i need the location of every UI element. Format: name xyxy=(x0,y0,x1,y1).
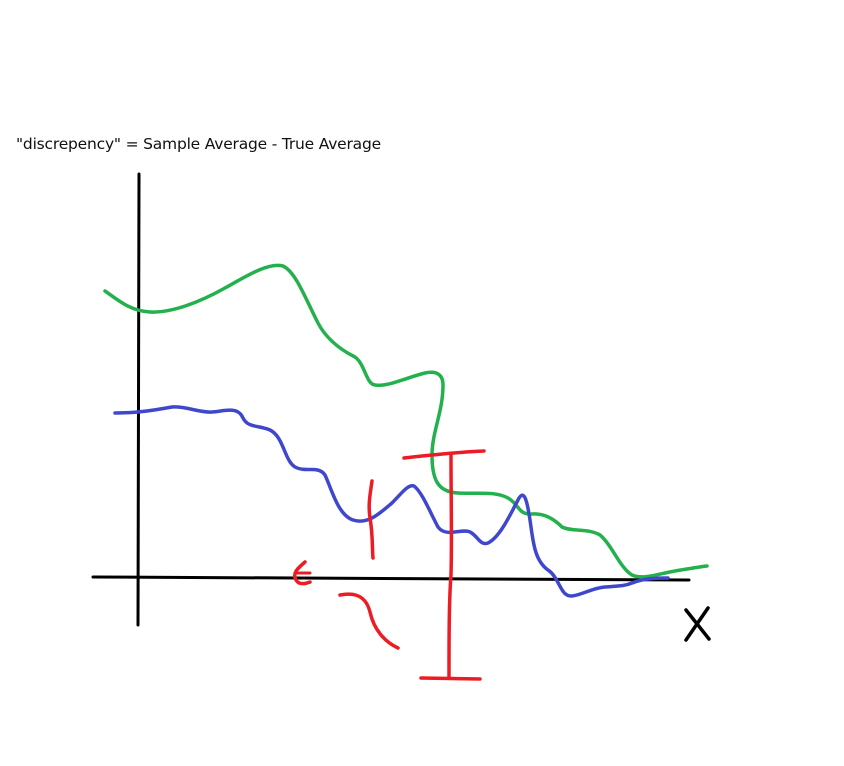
axes xyxy=(91,172,691,627)
y-axis xyxy=(136,172,141,627)
bracket-curve-mark xyxy=(338,592,400,650)
x-axis xyxy=(91,575,691,582)
x-axis-label xyxy=(684,606,711,642)
blue-curve xyxy=(113,405,670,598)
green-curve xyxy=(103,263,709,579)
error-bar-bottom-cap xyxy=(419,676,482,681)
discrepancy-definition-caption: "discrepency" = Sample Average - True Av… xyxy=(16,135,381,153)
error-bar-top-cap xyxy=(402,449,486,460)
bracket-mark xyxy=(367,479,375,560)
red-annotations xyxy=(292,449,486,681)
error-bar-vertical xyxy=(447,452,454,680)
arrow-head-mark xyxy=(292,560,312,586)
